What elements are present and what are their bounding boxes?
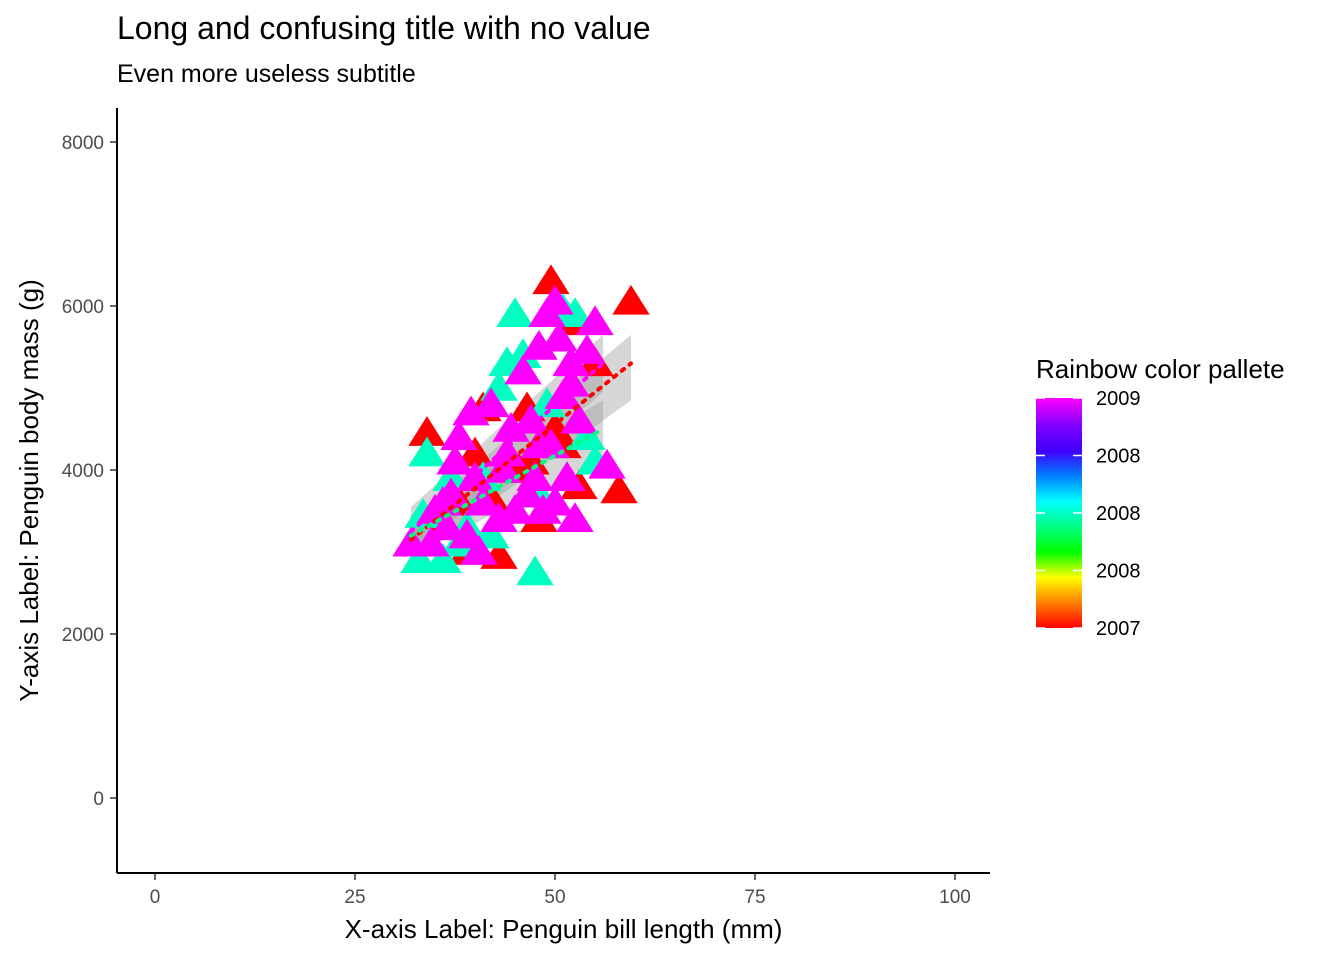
x-tick-label: 25 (344, 887, 365, 908)
legend-label: 2009 (1096, 388, 1141, 410)
legend-title: Rainbow color pallete (1036, 354, 1285, 384)
data-point (480, 502, 518, 532)
x-tick-label: 50 (544, 887, 565, 908)
data-point (472, 387, 510, 418)
data-point (484, 453, 522, 483)
data-point (460, 535, 498, 565)
y-tick-label: 4000 (62, 461, 104, 482)
data-point (436, 444, 474, 475)
trend-lines (409, 361, 633, 542)
legend-label: 2008 (1096, 561, 1141, 583)
data-point (556, 297, 594, 327)
chart-subtitle: Even more useless subtitle (117, 60, 416, 88)
y-tick-label: 2000 (62, 625, 104, 646)
data-point (536, 284, 574, 315)
data-point (428, 510, 466, 541)
y-tick-label: 8000 (62, 133, 104, 154)
data-point (412, 526, 450, 557)
data-point (548, 461, 586, 491)
data-point (456, 436, 494, 467)
y-axis-label: Y-axis Label: Penguin body mass (g) (14, 279, 44, 702)
trend-line-2009 (409, 361, 605, 534)
data-point (452, 395, 490, 426)
data-point (508, 477, 546, 508)
data-point (496, 494, 534, 524)
data-point (552, 366, 590, 397)
data-point (504, 354, 542, 385)
data-point (536, 485, 574, 516)
legend-label: 2008 (1096, 503, 1141, 525)
data-point (588, 448, 626, 479)
legend-label: 2007 (1096, 618, 1141, 640)
data-point (424, 543, 462, 573)
data-point (532, 264, 570, 295)
legend: Rainbow color pallete 2009 2008 2008 2008 200… (1036, 354, 1285, 640)
data-point (600, 473, 638, 504)
data-point (556, 502, 594, 532)
data-point (520, 330, 558, 360)
data-point (512, 403, 550, 434)
data-point (516, 461, 554, 491)
data-point (516, 555, 554, 586)
data-point (528, 387, 566, 418)
trend-line-2008 (409, 427, 605, 538)
data-point (512, 444, 550, 475)
data-point (540, 321, 578, 352)
data-point (612, 284, 650, 315)
axes: 0 25 50 75 100 0 2000 4000 6000 8000 X-axis Label:… (14, 108, 990, 944)
legend-label: 2008 (1096, 446, 1141, 468)
trend-line-2007 (409, 361, 633, 542)
chart-title: Long and confusing title with no value (117, 10, 651, 46)
data-point (408, 436, 446, 467)
data-point (492, 412, 530, 442)
x-tick-label: 0 (150, 887, 161, 908)
y-tick-label: 0 (93, 789, 104, 810)
data-point (504, 338, 542, 368)
data-point (496, 297, 534, 327)
data-points (392, 264, 650, 586)
x-tick-label: 75 (744, 887, 765, 908)
x-axis-label: X-axis Label: Penguin bill length (mm) (345, 914, 783, 944)
data-point (560, 403, 598, 434)
data-point (576, 305, 614, 336)
data-point (488, 436, 526, 467)
x-tick-label: 100 (939, 887, 971, 908)
data-point (400, 543, 438, 573)
data-point (432, 461, 470, 491)
data-point (464, 485, 502, 516)
data-point (568, 334, 606, 364)
y-tick-label: 6000 (62, 297, 104, 318)
data-point (440, 420, 478, 450)
data-point (520, 428, 558, 459)
data-point (408, 416, 446, 446)
